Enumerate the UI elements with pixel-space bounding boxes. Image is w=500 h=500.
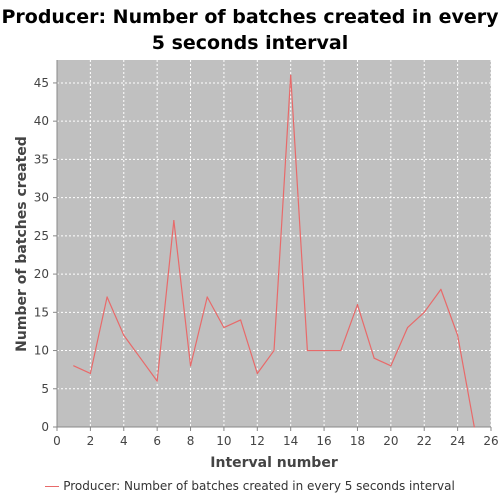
- series-line-segment: [89, 296, 108, 375]
- series-line-segment: [240, 319, 258, 375]
- y-tick-label: 45: [34, 76, 49, 90]
- legend: Producer: Number of batches created in e…: [0, 479, 500, 493]
- series-line-segment: [390, 327, 409, 367]
- y-tick-label: 25: [34, 229, 49, 243]
- series-line-segment: [340, 304, 359, 352]
- x-tick-label: 12: [250, 434, 265, 448]
- x-tick-label: 14: [283, 434, 298, 448]
- series-line-segment: [223, 319, 242, 329]
- x-tick-label: 8: [187, 434, 195, 448]
- x-tick-label: 18: [350, 434, 365, 448]
- series-line-segment: [440, 288, 459, 336]
- x-tick-label: 26: [483, 434, 498, 448]
- series-line-segment: [189, 296, 208, 367]
- y-tick-label: 35: [34, 152, 49, 166]
- x-tick-label: 24: [450, 434, 465, 448]
- y-tick-label: 40: [34, 114, 49, 128]
- legend-swatch: [45, 486, 60, 487]
- series-line-segment: [290, 74, 308, 352]
- series-layer: [73, 74, 475, 428]
- y-tick-label: 0: [41, 420, 49, 434]
- series-line-segment: [256, 349, 275, 375]
- series-line-segment: [406, 311, 425, 329]
- y-tick-label: 20: [34, 267, 49, 281]
- legend-label: Producer: Number of batches created in e…: [63, 479, 455, 493]
- series-line-segment: [206, 296, 225, 329]
- series-line-segment: [457, 334, 475, 428]
- x-tick-label: 10: [216, 434, 231, 448]
- series-line-segment: [156, 219, 175, 382]
- series-line-segment: [123, 334, 142, 359]
- y-axis-label: Number of batches created: [14, 136, 30, 352]
- x-tick-label: 16: [316, 434, 331, 448]
- chart-title: Producer: Number of batches created in e…: [1, 6, 499, 54]
- y-tick-label: 30: [34, 191, 49, 205]
- series-line-segment: [139, 357, 158, 382]
- x-tick-label: 22: [417, 434, 432, 448]
- y-tick-label: 15: [34, 305, 49, 319]
- series-line-segment: [106, 296, 125, 336]
- series-line-segment: [273, 74, 292, 352]
- y-tick-label: 5: [41, 382, 49, 396]
- series-line-segment: [356, 304, 375, 359]
- series-line-segment: [73, 365, 91, 375]
- series-line-segment: [423, 288, 442, 313]
- plot-area: [57, 60, 491, 427]
- y-tick-label: 10: [34, 344, 49, 358]
- x-tick-label: 0: [53, 434, 61, 448]
- x-axis-label: Interval number: [210, 455, 338, 471]
- x-tick-label: 4: [120, 434, 128, 448]
- x-tick-label: 6: [153, 434, 161, 448]
- x-tick-label: 20: [383, 434, 398, 448]
- series-line-segment: [373, 357, 392, 367]
- series-line-segment: [173, 219, 192, 367]
- x-tick-label: 2: [87, 434, 95, 448]
